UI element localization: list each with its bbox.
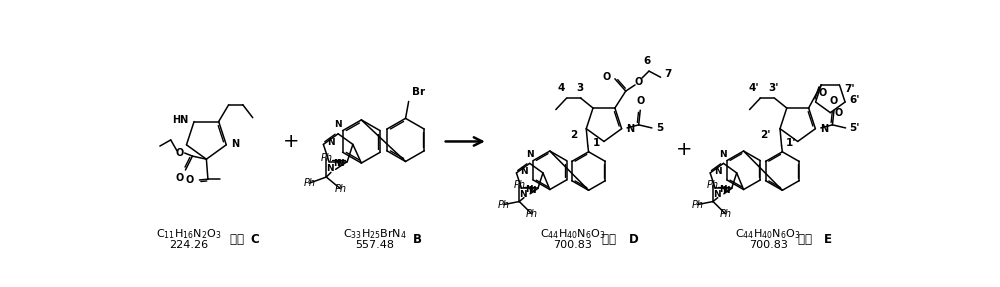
Text: N: N: [231, 139, 239, 149]
Text: N: N: [820, 124, 828, 134]
Text: C$_{33}$H$_{25}$BrN$_{4}$: C$_{33}$H$_{25}$BrN$_{4}$: [343, 227, 407, 241]
Text: N: N: [334, 120, 342, 129]
Text: 4: 4: [558, 83, 565, 93]
Text: N: N: [520, 167, 528, 176]
Text: C: C: [251, 233, 259, 246]
Text: O: O: [176, 148, 184, 158]
Text: 6': 6': [850, 96, 860, 106]
Text: 1: 1: [592, 138, 600, 148]
Text: O: O: [819, 88, 827, 98]
Text: 杂质: 杂质: [230, 233, 247, 246]
Text: N: N: [326, 164, 334, 173]
Text: O: O: [176, 173, 184, 183]
Text: 7: 7: [664, 69, 672, 79]
Text: 6: 6: [644, 56, 651, 66]
Text: N: N: [719, 185, 726, 195]
Text: +: +: [283, 132, 299, 151]
Text: 700.83: 700.83: [749, 240, 788, 250]
Text: Ph: Ph: [334, 184, 346, 193]
Text: O: O: [603, 72, 611, 82]
Text: 杂质: 杂质: [798, 233, 815, 246]
Text: 700.83: 700.83: [554, 240, 592, 250]
Text: N: N: [714, 167, 721, 176]
Text: N: N: [626, 124, 634, 134]
Text: B: B: [413, 233, 422, 246]
Text: Ph: Ph: [513, 180, 525, 190]
Text: 5': 5': [849, 123, 860, 133]
Text: Ph: Ph: [303, 178, 315, 188]
Text: +: +: [676, 140, 693, 159]
Text: O: O: [636, 96, 644, 106]
Text: 557.48: 557.48: [355, 240, 394, 250]
Text: 3: 3: [576, 83, 583, 93]
Text: C$_{11}$H$_{16}$N$_{2}$O$_{3}$: C$_{11}$H$_{16}$N$_{2}$O$_{3}$: [156, 227, 221, 241]
Text: C$_{44}$H$_{40}$N$_{6}$O$_{3}$: C$_{44}$H$_{40}$N$_{6}$O$_{3}$: [540, 227, 606, 241]
Text: O: O: [835, 108, 843, 118]
Text: Ph: Ph: [707, 180, 719, 190]
Text: 5: 5: [656, 123, 663, 133]
Text: N: N: [327, 137, 335, 147]
Text: Ph: Ph: [320, 153, 332, 163]
Text: Br: Br: [412, 87, 425, 97]
Text: N: N: [528, 186, 536, 195]
Text: O: O: [634, 77, 642, 87]
Text: Ph: Ph: [719, 209, 731, 219]
Text: D: D: [629, 233, 639, 246]
Text: Ph: Ph: [692, 199, 704, 210]
Text: O: O: [830, 96, 838, 106]
Text: N: N: [519, 190, 527, 199]
Text: 7': 7': [844, 84, 855, 94]
Text: Ph: Ph: [498, 199, 510, 210]
Text: N: N: [722, 186, 729, 195]
Text: N: N: [333, 159, 341, 168]
Text: 2: 2: [570, 130, 577, 140]
Text: N: N: [337, 160, 344, 168]
Text: E: E: [824, 233, 832, 246]
Text: N: N: [526, 150, 533, 159]
Text: O: O: [186, 175, 194, 185]
Text: N: N: [720, 150, 727, 159]
Text: N: N: [525, 185, 533, 195]
Text: HN: HN: [172, 115, 189, 125]
Text: N: N: [713, 190, 721, 199]
Text: 224.26: 224.26: [169, 240, 208, 250]
Text: C$_{44}$H$_{40}$N$_{6}$O$_{3}$: C$_{44}$H$_{40}$N$_{6}$O$_{3}$: [735, 227, 801, 241]
Text: 杂质: 杂质: [602, 233, 620, 246]
Text: 2': 2': [760, 130, 771, 140]
Text: 4': 4': [748, 83, 759, 93]
Text: 1': 1': [786, 138, 797, 148]
Text: Ph: Ph: [526, 209, 538, 219]
Text: 3': 3': [768, 83, 779, 93]
